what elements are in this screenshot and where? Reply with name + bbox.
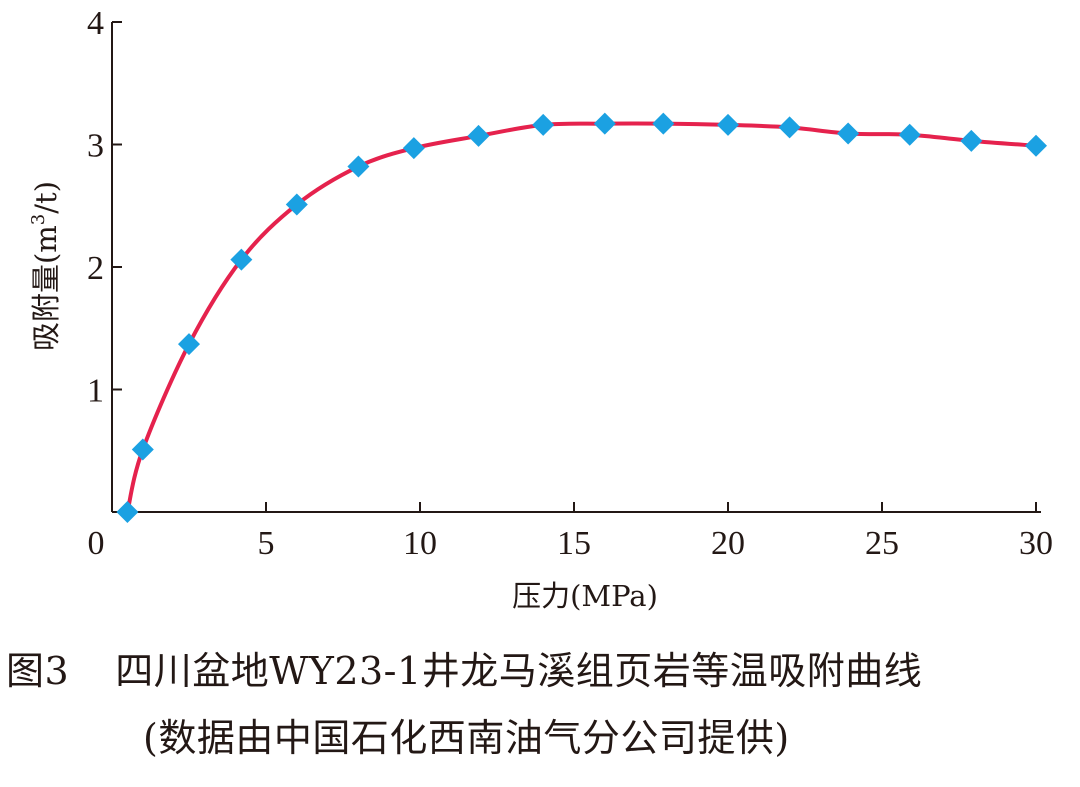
x-tick-label: 15 xyxy=(557,525,591,562)
data-point-marker xyxy=(960,129,983,152)
data-points xyxy=(116,112,1047,523)
data-point-marker xyxy=(717,113,739,136)
data-point-marker xyxy=(230,248,253,271)
data-point-marker xyxy=(898,123,921,146)
y-tick-label: 3 xyxy=(87,128,104,165)
figure-source-note: (数据由中国石化西南油气分公司提供) xyxy=(143,716,790,760)
figure-title: 四川盆地WY23-1井龙马溪组页岩等温吸附曲线 xyxy=(115,649,923,693)
x-tick-label: 25 xyxy=(865,525,899,562)
data-point-marker xyxy=(178,333,200,356)
data-point-marker xyxy=(778,116,801,139)
x-tick-label: 30 xyxy=(1019,525,1053,562)
data-point-marker xyxy=(1025,134,1047,157)
data-point-marker xyxy=(402,137,425,160)
data-point-marker xyxy=(131,438,154,461)
data-point-marker xyxy=(837,122,860,145)
figure-number: 图3 xyxy=(6,649,70,693)
y-tick-label: 1 xyxy=(87,373,104,410)
y-tick-label: 4 xyxy=(87,5,104,42)
data-point-marker xyxy=(652,112,675,135)
y-axis-label-main: 吸附量(m xyxy=(29,225,63,351)
y-axis-label: 吸附量(m3/t) xyxy=(28,181,63,351)
axes xyxy=(111,22,1041,513)
data-point-marker xyxy=(593,112,616,135)
x-axis-label: 压力(MPa) xyxy=(512,579,658,613)
x-tick-label: 20 xyxy=(711,525,745,562)
data-point-marker xyxy=(116,501,139,523)
y-axis-label-sup: 3 xyxy=(28,214,49,225)
y-axis-label-tail: /t) xyxy=(29,181,63,214)
adsorption-curve xyxy=(125,121,1038,514)
data-point-marker xyxy=(347,155,370,178)
x-tick-label: 0 xyxy=(88,525,105,562)
data-point-marker xyxy=(467,124,490,147)
x-ticks: 0 5 10 15 20 25 30 xyxy=(88,502,1053,562)
y-ticks: 1 2 3 4 xyxy=(87,5,122,410)
x-tick-label: 5 xyxy=(258,525,275,562)
x-tick-label: 10 xyxy=(403,525,437,562)
data-point-marker xyxy=(285,193,308,216)
figure-caption: 图3 四川盆地WY23-1井龙马溪组页岩等温吸附曲线 xyxy=(6,640,1080,695)
data-point-marker xyxy=(532,113,555,136)
y-tick-label: 2 xyxy=(87,250,104,287)
